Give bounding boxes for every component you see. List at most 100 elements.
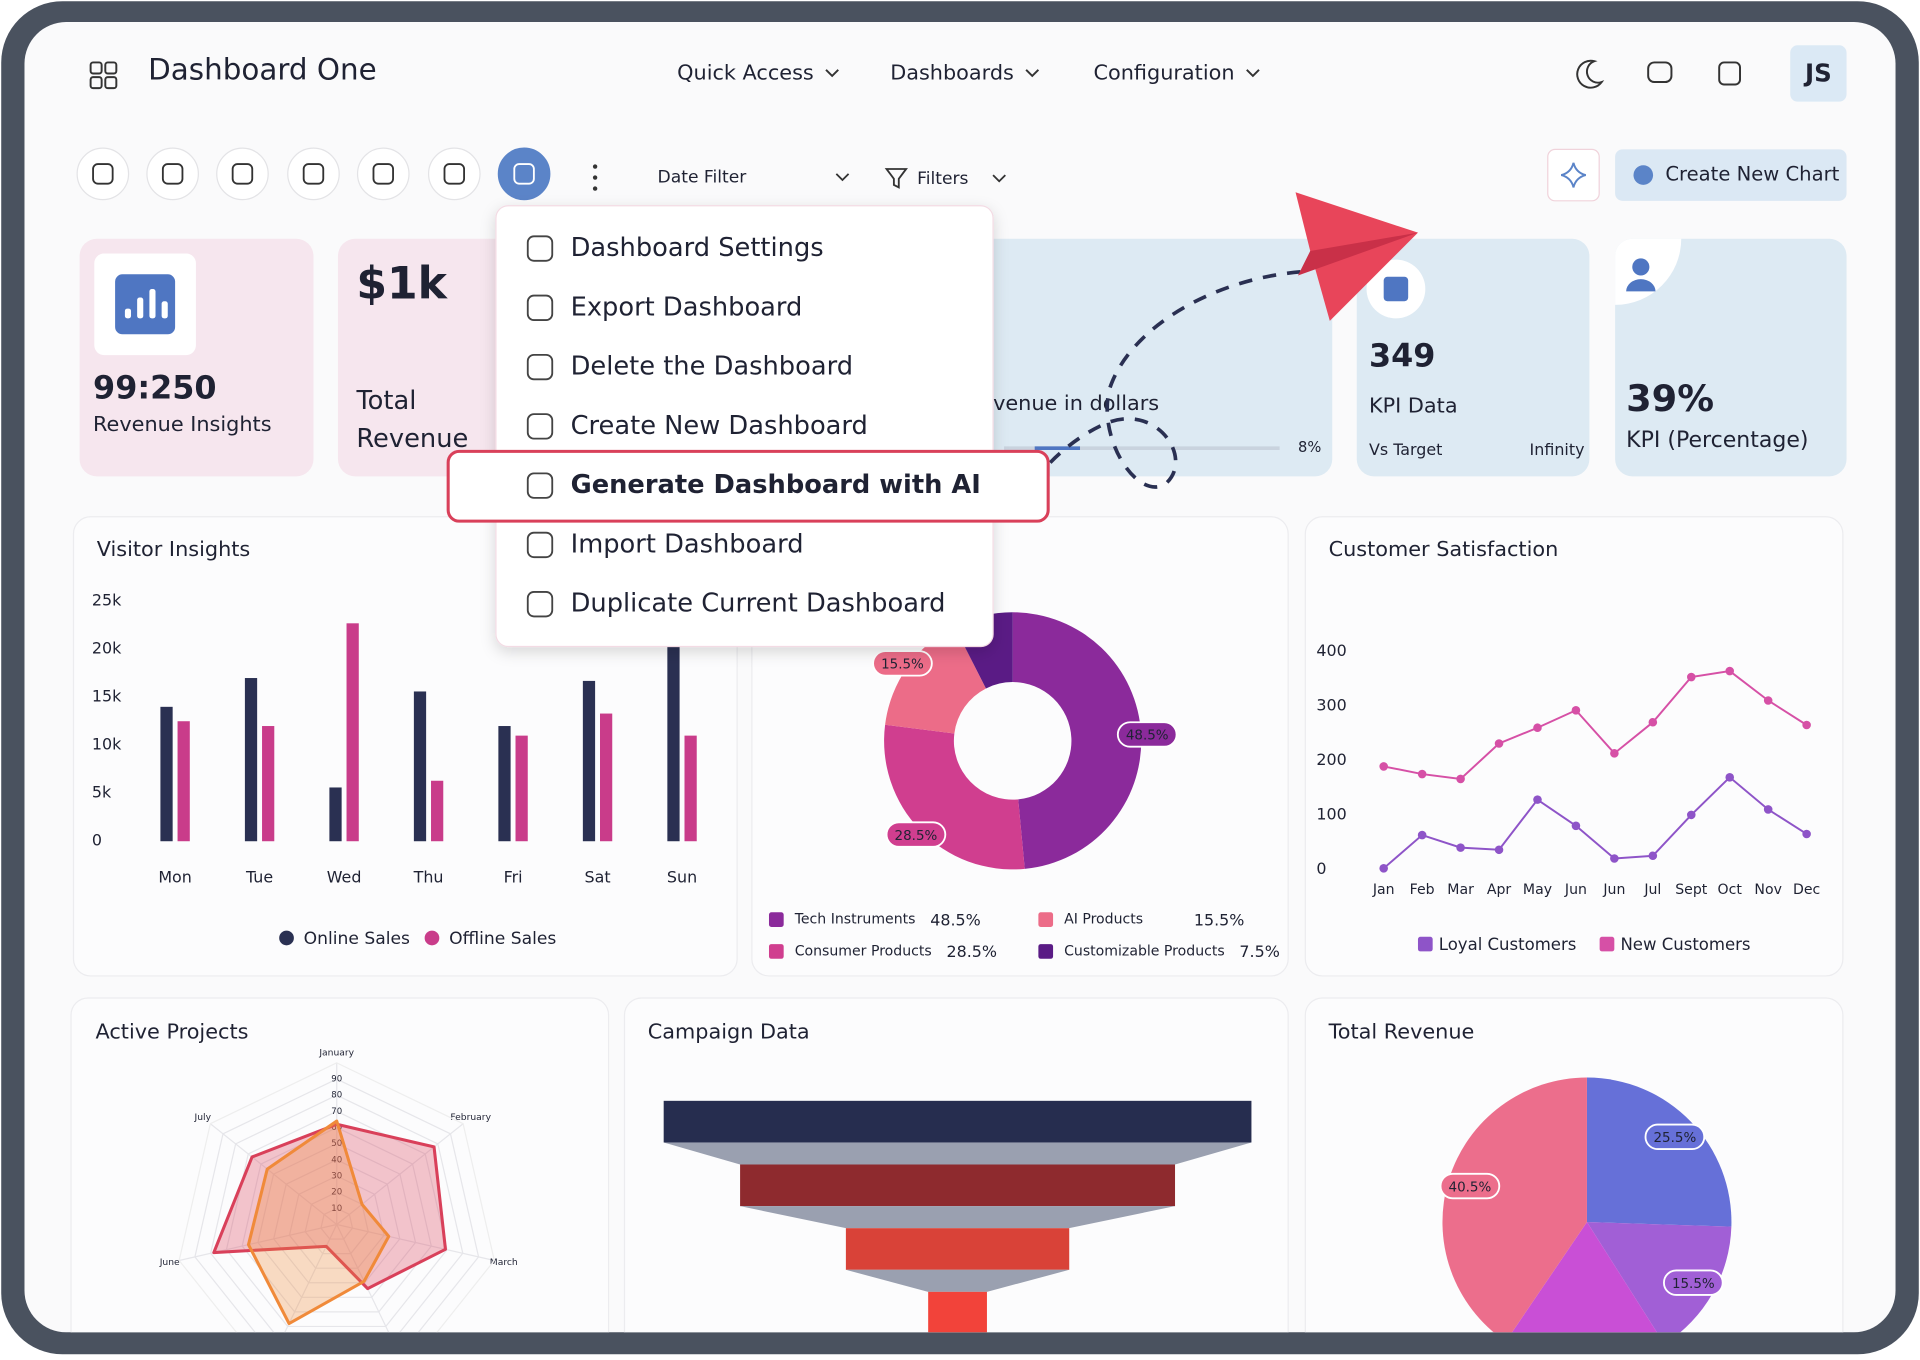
y-tick-label: 0: [1316, 859, 1326, 878]
menu-icon: [526, 235, 554, 262]
create-chart-button[interactable]: [1615, 149, 1847, 201]
menu-item[interactable]: Import Dashboard: [571, 529, 804, 559]
data-label: 28.5%: [895, 829, 938, 844]
more-dot: [592, 186, 598, 191]
line-point: [1571, 705, 1581, 715]
line-point: [1417, 769, 1427, 779]
nav-menu[interactable]: Configuration: [1093, 60, 1234, 84]
menu-item[interactable]: Export Dashboard: [571, 292, 803, 322]
menu-highlight: [446, 449, 1050, 523]
legend-label: Offline Sales: [449, 929, 556, 949]
chevron: [992, 174, 1006, 183]
grid-icon: [89, 61, 103, 75]
menu-icon: [526, 353, 554, 381]
menu-item[interactable]: Generate Dashboard with AI: [571, 470, 981, 500]
radar-spoke: [336, 1224, 408, 1333]
y-tick-label: 25k: [92, 591, 122, 610]
toolbar-button[interactable]: [287, 147, 340, 201]
date-filter[interactable]: [639, 154, 864, 199]
toolbar-button[interactable]: [497, 147, 551, 201]
kpi-target: Infinity: [1530, 440, 1585, 459]
y-tick-label: 200: [1316, 750, 1346, 769]
kpi-value: 99:250: [93, 368, 216, 406]
kpi-card: [337, 238, 534, 477]
grid-icon: [89, 76, 103, 90]
line-point: [1610, 854, 1619, 863]
nav-menu[interactable]: Quick Access: [677, 60, 814, 84]
line-point: [1802, 720, 1811, 730]
create-chart-label: Create New Chart: [1665, 163, 1839, 186]
radar-spoke: [336, 1223, 495, 1262]
filters-button[interactable]: [876, 154, 1021, 199]
toolbar-button[interactable]: [76, 147, 130, 201]
menu-icon: [526, 591, 554, 618]
y-tick-label: 5k: [92, 783, 112, 802]
funnel-stage: [928, 1291, 987, 1333]
line-point: [1379, 864, 1388, 873]
menu-item[interactable]: Dashboard Settings: [571, 233, 824, 263]
x-tick-label: Oct: [1718, 882, 1743, 898]
toolbar-button[interactable]: [146, 147, 199, 201]
toolbar-button[interactable]: [356, 147, 410, 201]
grid-icon: [104, 76, 118, 90]
line-point: [1802, 829, 1811, 839]
menu-item[interactable]: Duplicate Current Dashboard: [571, 589, 946, 619]
bar: [667, 645, 680, 842]
chart-icon-bar: [137, 297, 144, 319]
axis-label: February: [450, 1112, 491, 1123]
axis-label: June: [159, 1257, 180, 1268]
funnel-stage: [663, 1100, 1252, 1143]
pie-slice: [1586, 1222, 1732, 1333]
radar-grid: [320, 1207, 354, 1240]
moon-icon[interactable]: [1576, 59, 1605, 89]
kpi-value: $1k: [356, 259, 448, 310]
nav-menu[interactable]: Dashboards: [890, 60, 1014, 84]
menu-icon: [526, 413, 554, 440]
toolbar-icon: [443, 163, 466, 185]
data-label: 15.5%: [1672, 1277, 1715, 1292]
bar: [329, 787, 342, 842]
x-tick-label: Wed: [327, 867, 362, 886]
avatar[interactable]: [1790, 45, 1847, 102]
chart-panel: [1304, 516, 1844, 977]
radar-grid: [225, 1110, 448, 1328]
radar-spoke: [179, 1223, 337, 1262]
data-label: 15.5%: [881, 658, 924, 673]
kpi-label-box: Total Revenue: [356, 386, 468, 453]
menu-item[interactable]: Create New Dashboard: [571, 411, 868, 441]
filter-icon: [884, 168, 908, 189]
bar: [431, 780, 444, 842]
bar: [582, 680, 596, 842]
radar-grid: [288, 1175, 385, 1269]
legend-label: AI Products: [1064, 912, 1143, 928]
legend-value: 28.5%: [946, 942, 997, 961]
x-tick-label: Sun: [667, 867, 697, 886]
menu-item[interactable]: Delete the Dashboard: [571, 352, 853, 382]
bar: [498, 726, 511, 842]
legend-label: Loyal Customers: [1439, 935, 1577, 954]
x-tick-label: Feb: [1410, 882, 1435, 898]
calendar-icon[interactable]: [1718, 61, 1741, 86]
legend-value: 48.5%: [930, 910, 981, 929]
x-tick-label: Mon: [158, 867, 192, 886]
ai-button[interactable]: [1547, 148, 1600, 202]
line-point: [1571, 821, 1581, 831]
funnel-connector: [845, 1269, 1070, 1292]
dashboard-title: Dashboard One: [148, 53, 377, 87]
chart-panel: [70, 997, 610, 1333]
x-tick-label: Fri: [504, 867, 523, 886]
toolbar-button[interactable]: [427, 147, 481, 201]
toolbar-button[interactable]: [216, 147, 269, 201]
sparkle-icon: [1560, 162, 1586, 188]
bar: [346, 623, 359, 842]
line-point: [1648, 717, 1658, 727]
toolbar-icon: [513, 163, 535, 185]
kpi-card: [1615, 238, 1847, 477]
chart-icon-bar: [161, 301, 168, 319]
label-pill: [1663, 1269, 1724, 1296]
chat-icon[interactable]: [1647, 61, 1673, 84]
chart-title: Visitor Insights: [97, 537, 251, 561]
chart-icon: [1383, 276, 1409, 302]
bar: [600, 713, 613, 842]
